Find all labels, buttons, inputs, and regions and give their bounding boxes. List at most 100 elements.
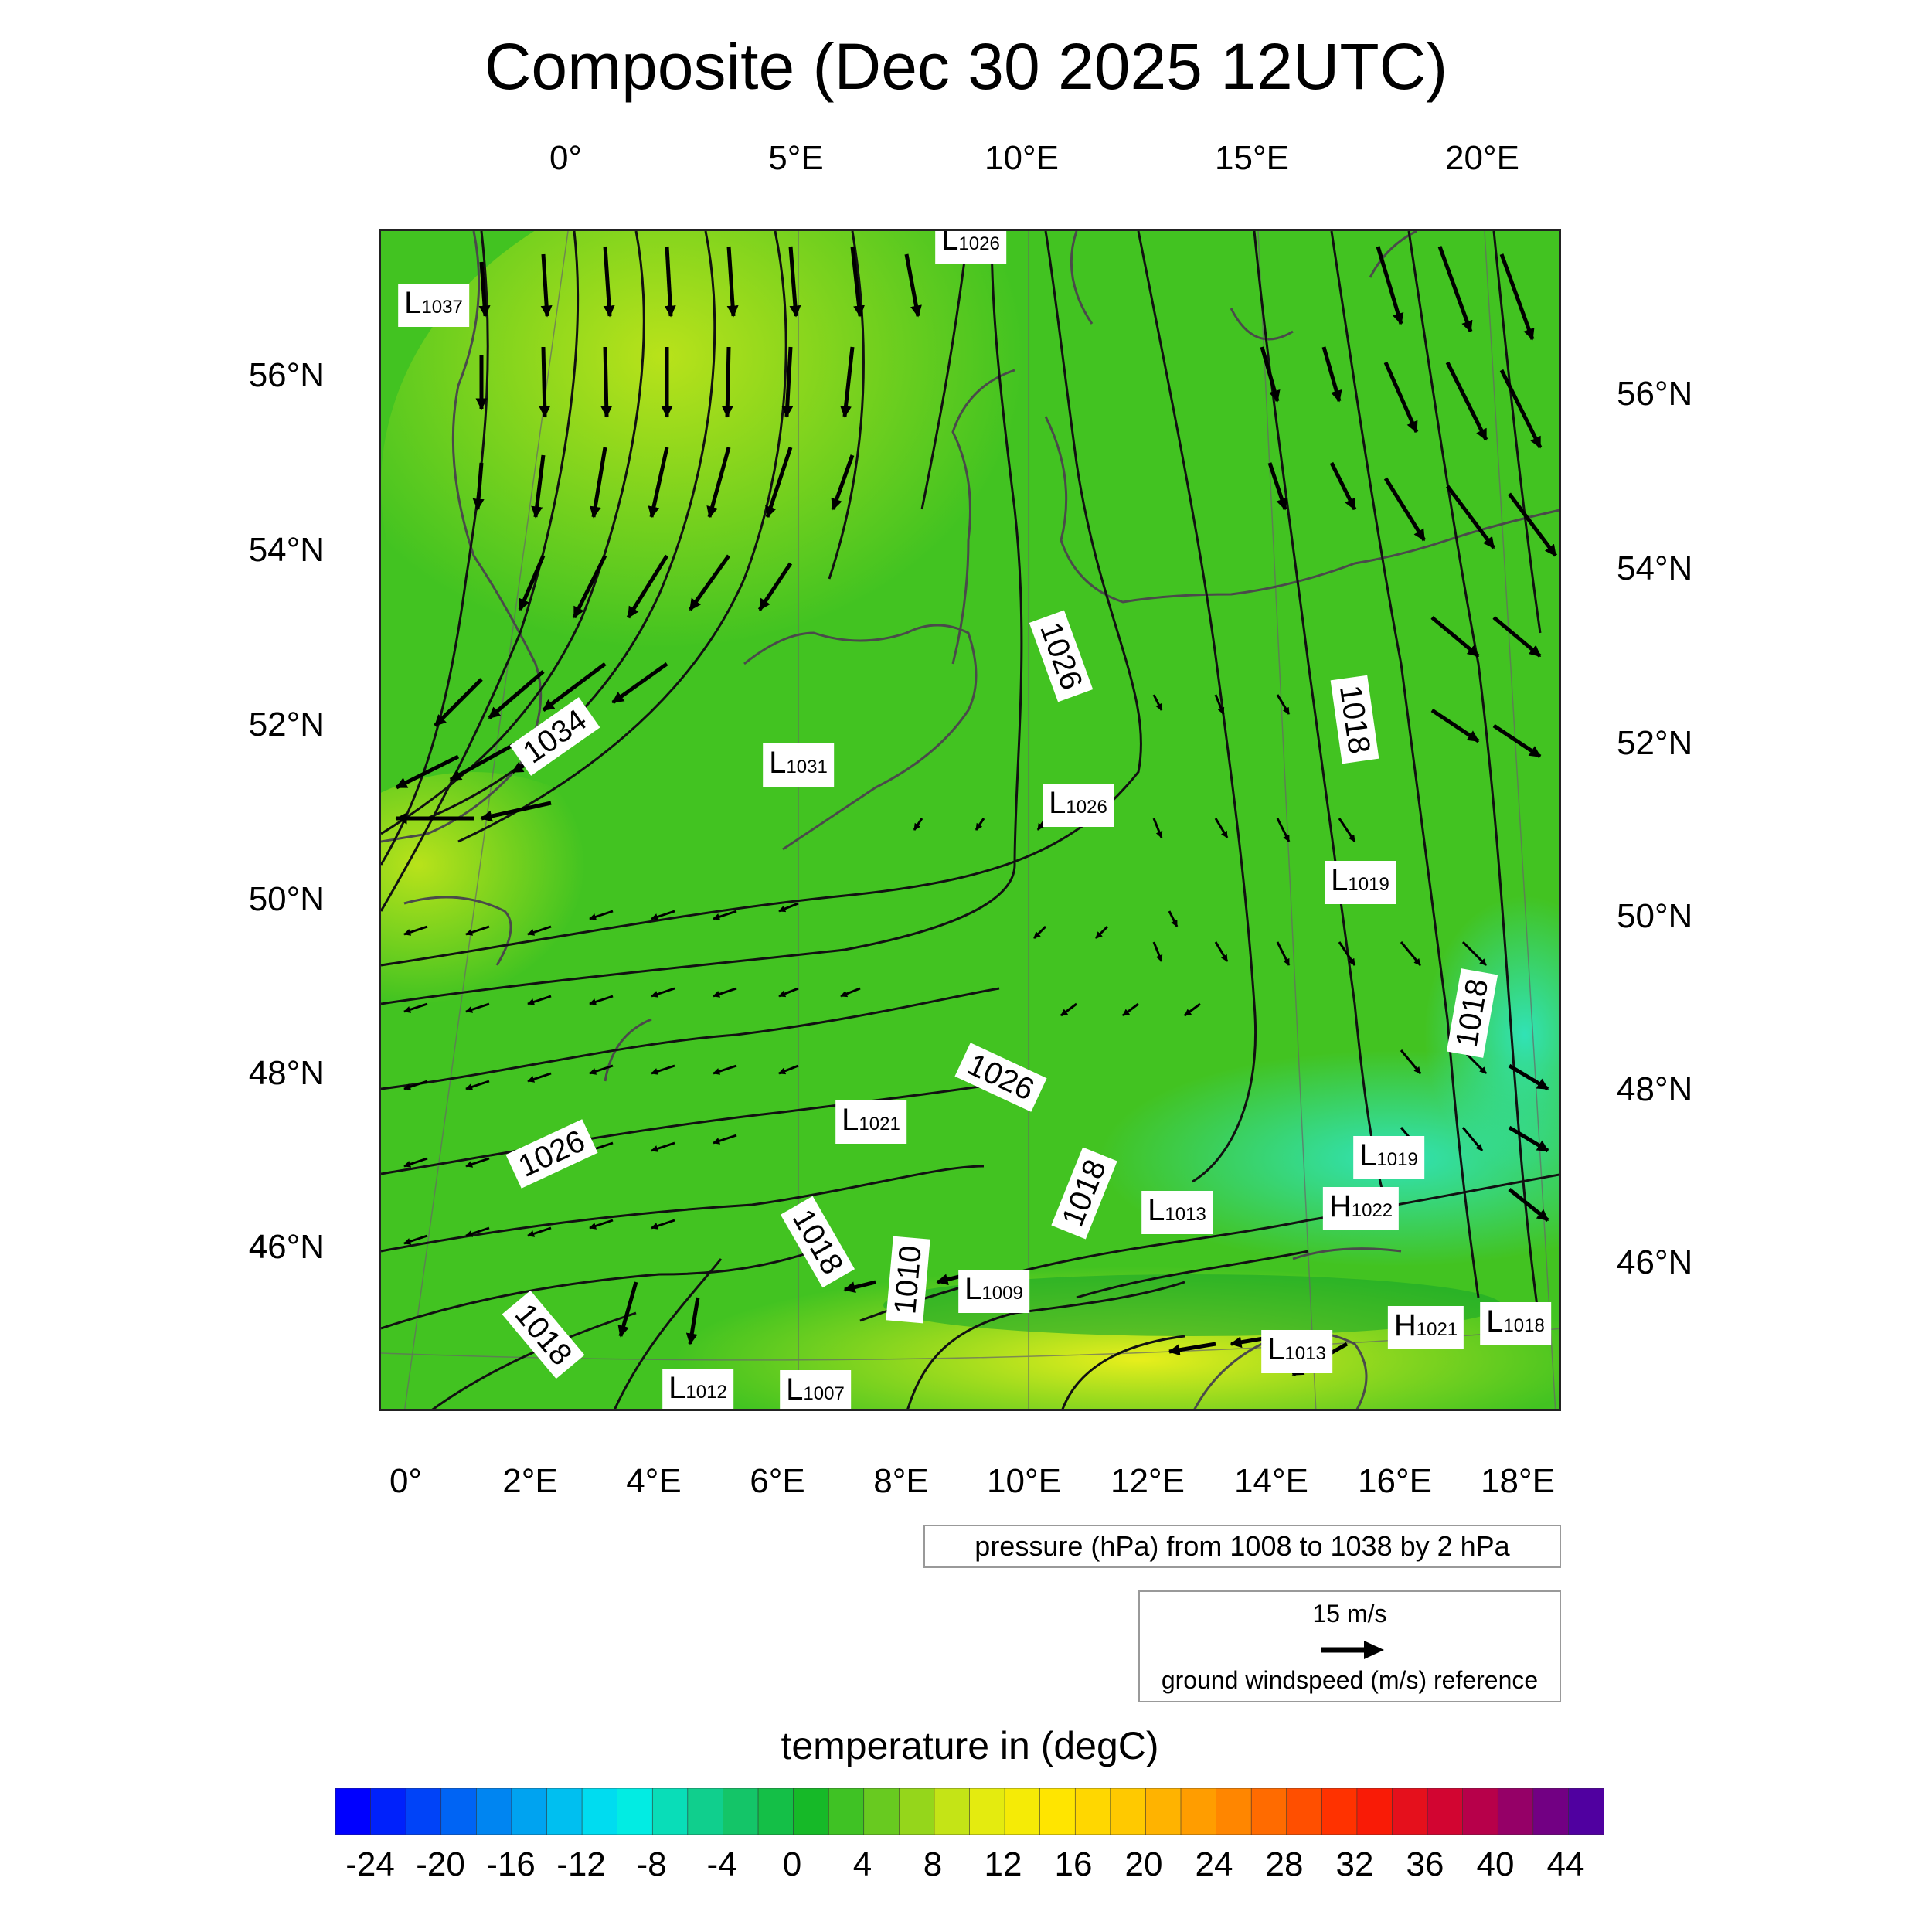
top-lon-label: 5°E (768, 139, 824, 177)
colorbar-swatch (1216, 1788, 1252, 1835)
colorbar-tick-label: 44 (1546, 1845, 1585, 1883)
colorbar-swatch (723, 1788, 759, 1835)
colorbar-swatch (1074, 1788, 1111, 1835)
pressure-center-label: L1019 (1325, 861, 1396, 904)
colorbar-tick-label: -4 (706, 1845, 737, 1883)
pressure-center-label: L1012 (662, 1369, 733, 1409)
wind-vectors-light (403, 694, 1488, 1245)
colorbar-tick-label: 32 (1335, 1845, 1374, 1883)
right-lat-label: 54°N (1617, 549, 1693, 587)
colorbar-swatch (1110, 1788, 1147, 1835)
colorbar-swatch (1392, 1788, 1428, 1835)
pressure-center-label: L1018 (1480, 1302, 1551, 1345)
colorbar-tick-label: 40 (1476, 1845, 1515, 1883)
right-lat-label: 56°N (1617, 375, 1693, 413)
colorbar-swatch (440, 1788, 478, 1835)
wind-reference-legend: 15 m/s ground windspeed (m/s) reference (1138, 1590, 1561, 1702)
colorbar-tick-label: -12 (556, 1845, 606, 1883)
colorbar-swatch (581, 1788, 618, 1835)
map-title: Composite (Dec 30 2025 12UTC) (484, 30, 1448, 103)
colorbar-swatch (1039, 1788, 1077, 1835)
right-lat-label: 50°N (1617, 897, 1693, 935)
colorbar-tick-label: -8 (636, 1845, 667, 1883)
colorbar-swatch (476, 1788, 512, 1835)
top-lon-label: 20°E (1445, 139, 1519, 177)
colorbar-swatch (1145, 1788, 1182, 1835)
colorbar-swatch (687, 1788, 724, 1835)
bottom-lon-label: 6°E (750, 1462, 805, 1500)
colorbar-swatch (651, 1788, 689, 1835)
pressure-center-label: L1019 (1353, 1136, 1424, 1179)
colorbar-swatch (969, 1788, 1005, 1835)
bottom-lon-label: 12°E (1111, 1462, 1185, 1500)
colorbar-tick-label: -24 (345, 1845, 395, 1883)
wind-reference-caption: ground windspeed (m/s) reference (1161, 1666, 1539, 1694)
alps-cool-band (883, 1274, 1502, 1336)
pressure-center-label: L1021 (835, 1100, 906, 1144)
colorbar-swatch (899, 1788, 935, 1835)
top-lon-label: 10°E (985, 139, 1059, 177)
left-lat-label: 50°N (248, 880, 325, 918)
colorbar-tick-label: 36 (1406, 1845, 1444, 1883)
left-lat-label: 54°N (248, 531, 325, 569)
colorbar-swatch (511, 1788, 548, 1835)
temperature-colorbar (335, 1788, 1604, 1835)
colorbar-swatch (1250, 1788, 1287, 1835)
bottom-lon-label: 8°E (873, 1462, 929, 1500)
pressure-center-label: L1009 (958, 1270, 1029, 1313)
bottom-lon-label: 16°E (1358, 1462, 1432, 1500)
colorbar-swatch (1497, 1788, 1534, 1835)
pressure-center-label: L1013 (1141, 1191, 1213, 1234)
right-lat-label: 46°N (1617, 1243, 1693, 1281)
left-lat-label: 52°N (248, 706, 325, 743)
temperature-field-map (381, 231, 1559, 1409)
pressure-center-label: H1022 (1322, 1187, 1400, 1230)
isobar-label: 1010 (886, 1236, 930, 1324)
right-lat-label: 52°N (1617, 724, 1693, 762)
pressure-center-label: H1021 (1387, 1306, 1464, 1349)
coastlines (381, 231, 1559, 1409)
cold-area-east-edge (1424, 896, 1559, 1174)
colorbar-tick-label: 24 (1195, 1845, 1233, 1883)
colorbar-tick-label: -16 (486, 1845, 536, 1883)
colorbar-swatch (1004, 1788, 1041, 1835)
colorbar-tick-label: 4 (852, 1845, 872, 1883)
right-lat-label: 48°N (1617, 1070, 1693, 1108)
colorbar-swatch (617, 1788, 654, 1835)
colorbar-swatch (370, 1788, 406, 1835)
pressure-center-label: L1031 (763, 743, 834, 787)
left-lat-label: 48°N (248, 1054, 325, 1092)
colorbar-swatch (1180, 1788, 1217, 1835)
colorbar-swatch (1462, 1788, 1499, 1835)
bottom-lon-label: 10°E (987, 1462, 1061, 1500)
colorbar-swatch (335, 1788, 372, 1835)
colorbar-swatch (1356, 1788, 1393, 1835)
colorbar-tick-label: 20 (1124, 1845, 1163, 1883)
wind-reference-speed: 15 m/s (1312, 1600, 1387, 1628)
colorbar-tick-label: 16 (1054, 1845, 1093, 1883)
colorbar-title: temperature in (degC) (781, 1724, 1159, 1767)
colorbar-tick-label: 12 (984, 1845, 1022, 1883)
colorbar-swatch (405, 1788, 442, 1835)
colorbar-swatch (546, 1788, 583, 1835)
colorbar-swatch (1286, 1788, 1323, 1835)
pressure-center-label: L1026 (1043, 784, 1114, 827)
pressure-center-label: L1026 (935, 231, 1006, 264)
pressure-center-label: L1013 (1261, 1330, 1332, 1373)
colorbar-swatch (1321, 1788, 1358, 1835)
map-panel[interactable]: L1026 L1037 L1031 L1026 L1019 L1021 L101… (379, 229, 1561, 1411)
colorbar-tick-label: 28 (1265, 1845, 1304, 1883)
warm-area-northwest (381, 231, 1185, 811)
bottom-lon-label: 0° (389, 1462, 423, 1500)
colorbar-swatch (757, 1788, 794, 1835)
colorbar-tick-label: 0 (782, 1845, 802, 1883)
isobars (381, 231, 1559, 1409)
colorbar-swatch (863, 1788, 900, 1835)
top-lon-label: 0° (549, 139, 583, 177)
colorbar-swatch (828, 1788, 865, 1835)
colorbar-swatch (934, 1788, 971, 1835)
top-lon-label: 15°E (1215, 139, 1289, 177)
wind-reference-arrow-icon (1321, 1641, 1384, 1659)
pressure-center-label: L1037 (398, 284, 469, 327)
colorbar-tick-label: -20 (416, 1845, 465, 1883)
